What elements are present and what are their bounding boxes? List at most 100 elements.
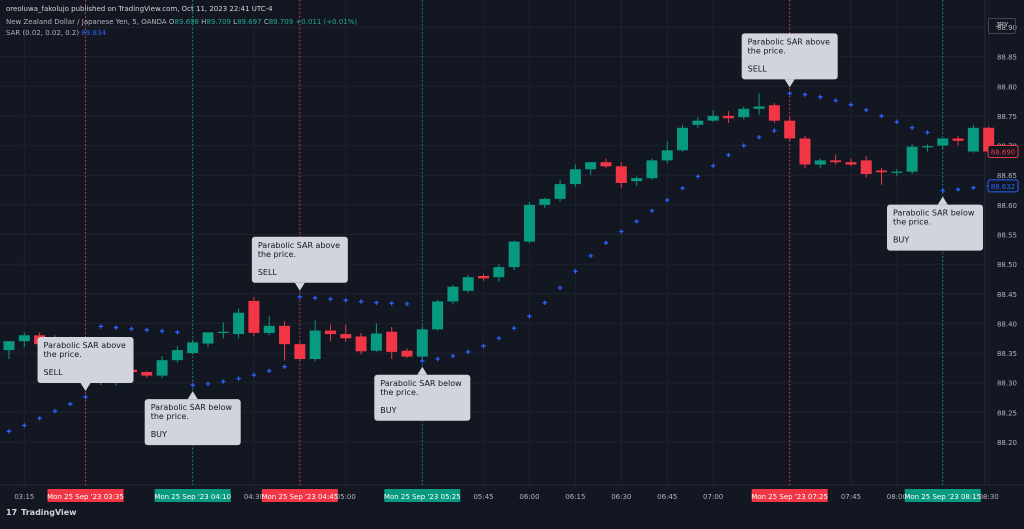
y-tick-label: 88.85 [997, 54, 1017, 62]
sar-point [909, 125, 915, 130]
candle-body[interactable] [830, 160, 842, 163]
candle-body[interactable] [952, 138, 964, 141]
candle-body[interactable] [677, 127, 689, 151]
sar-point [833, 98, 838, 103]
x-tick-label: 08:30 [979, 493, 999, 501]
y-tick-label: 88.60 [997, 202, 1017, 210]
annotation-text: the price. [893, 218, 931, 227]
time-marker-sell[interactable] [751, 489, 828, 502]
candle-body[interactable] [508, 241, 520, 268]
annotation-callout[interactable] [37, 336, 134, 383]
candle-body[interactable] [171, 350, 183, 361]
sar-point [481, 343, 486, 349]
candle-body[interactable] [462, 277, 474, 291]
candle-body[interactable] [860, 160, 872, 175]
sar-point [83, 394, 88, 400]
candle-body[interactable] [891, 171, 903, 173]
candle-body[interactable] [447, 286, 459, 302]
x-tick-label: 03:15 [14, 493, 34, 501]
candle-body[interactable] [539, 198, 551, 205]
currency-button[interactable]: JPY [988, 18, 1016, 34]
annotation-callout[interactable] [741, 33, 838, 80]
candle-body[interactable] [386, 331, 398, 352]
candle-body[interactable] [141, 372, 153, 376]
candle-body[interactable] [937, 138, 949, 146]
candle-body[interactable] [324, 330, 336, 335]
sar-point [848, 102, 854, 107]
open-label: O [168, 18, 175, 26]
annotation-callout[interactable] [887, 204, 983, 251]
annotation-callout[interactable] [251, 236, 348, 283]
candle-body[interactable] [263, 325, 275, 333]
time-marker-buy[interactable] [154, 489, 231, 502]
candle-body[interactable] [646, 160, 658, 179]
candle-body[interactable] [814, 160, 826, 165]
tradingview-footer[interactable]: 17 TradingView [6, 508, 77, 517]
y-tick-label: 88.30 [997, 380, 1017, 388]
annotation-callout[interactable] [144, 399, 241, 446]
candle-body[interactable] [340, 334, 352, 339]
time-marker-buy[interactable] [384, 489, 461, 502]
time-marker-sell[interactable] [261, 489, 338, 502]
time-marker-label: Mon 25 Sep '23 04:10 [154, 493, 231, 501]
tradingview-brand: TradingView [21, 508, 77, 517]
candle-body[interactable] [432, 301, 444, 330]
candle-body[interactable] [585, 162, 597, 170]
annotation-text: the price. [258, 250, 296, 259]
candle-body[interactable] [355, 336, 367, 352]
candle-body[interactable] [294, 344, 306, 359]
candle-body[interactable] [784, 120, 796, 139]
candle-body[interactable] [845, 162, 857, 165]
candle-body[interactable] [217, 331, 229, 333]
candle-body[interactable] [493, 267, 505, 278]
candle-body[interactable] [738, 108, 750, 118]
candle-body[interactable] [309, 330, 321, 359]
candle-body[interactable] [248, 300, 260, 333]
candle-body[interactable] [906, 146, 918, 172]
candle-body[interactable] [983, 127, 995, 152]
candle-body[interactable] [416, 329, 428, 357]
candle-body[interactable] [921, 146, 933, 148]
candle-body[interactable] [615, 166, 627, 183]
sar-legend[interactable]: SAR (0.02, 0.02, 0.2) 89.834 [6, 29, 106, 37]
candle-body[interactable] [707, 115, 719, 121]
candle-body[interactable] [799, 138, 811, 165]
candle-body[interactable] [768, 105, 780, 121]
candle-body[interactable] [753, 106, 765, 109]
candle-body[interactable] [478, 276, 490, 279]
candle-body[interactable] [631, 178, 643, 182]
candle-body[interactable] [187, 342, 199, 354]
candle-body[interactable] [661, 150, 673, 161]
time-marker-buy[interactable] [904, 489, 981, 502]
candle-body[interactable] [156, 360, 168, 376]
candle-body[interactable] [370, 333, 382, 351]
candle-body[interactable] [569, 169, 581, 185]
sar-point [68, 401, 73, 407]
sar-point [710, 163, 716, 168]
candle-body[interactable] [401, 350, 413, 357]
sar-point [557, 285, 563, 291]
sar-point [374, 300, 379, 305]
candle-body[interactable] [600, 162, 612, 167]
symbol-legend[interactable]: New Zealand Dollar / Japanese Yen, 5, OA… [6, 18, 357, 26]
candle-body[interactable] [202, 332, 214, 344]
candle-body[interactable] [3, 341, 15, 351]
y-tick-label: 88.50 [997, 261, 1017, 269]
candle-body[interactable] [554, 184, 566, 199]
candle-body[interactable] [692, 120, 704, 125]
candle-body[interactable] [279, 325, 291, 345]
candle-body[interactable] [233, 312, 245, 335]
sar-point [267, 368, 272, 374]
y-tick-label: 88.90 [997, 24, 1017, 32]
annotation-callout[interactable] [374, 374, 471, 421]
candle-body[interactable] [967, 127, 979, 152]
time-marker-sell[interactable] [47, 489, 124, 502]
candle-body[interactable] [523, 204, 535, 242]
sar-point [925, 130, 930, 135]
sar-point [634, 219, 639, 224]
candle-body[interactable] [722, 115, 734, 119]
candle-body[interactable] [876, 170, 888, 173]
candle-body[interactable] [18, 335, 30, 342]
